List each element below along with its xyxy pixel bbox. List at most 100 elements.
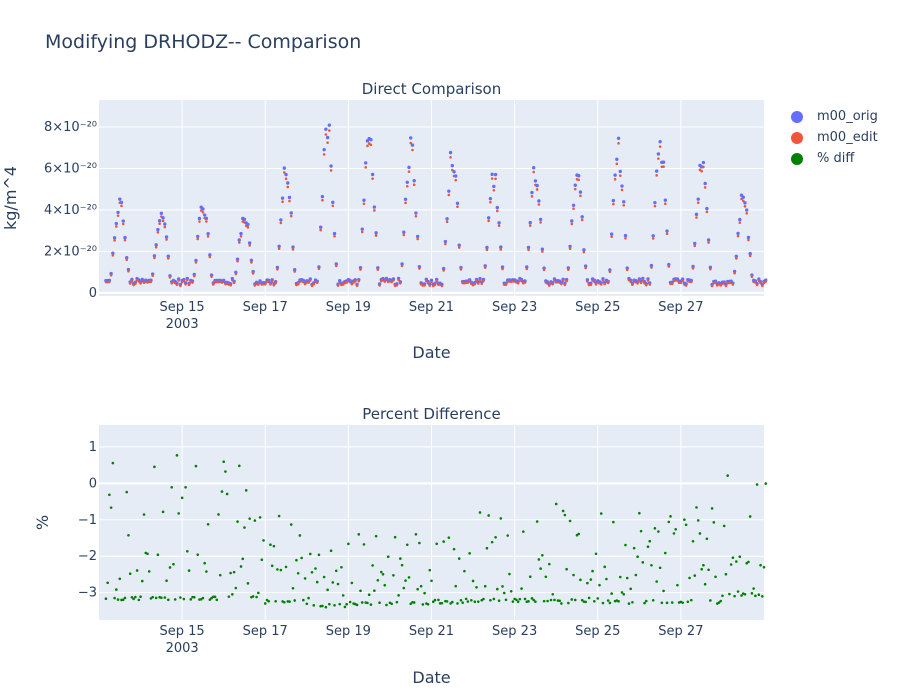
point-m00-edit	[705, 210, 709, 214]
point-pct-diff	[269, 543, 272, 547]
point-m00-edit	[651, 237, 655, 240]
point-pct-diff	[336, 582, 340, 586]
point-pct-diff	[153, 465, 156, 469]
point-m00-orig	[649, 263, 654, 268]
point-pct-diff	[186, 549, 189, 553]
point-pct-diff	[248, 517, 251, 520]
point-pct-diff	[407, 576, 411, 579]
point-pct-diff	[743, 592, 747, 596]
point-m00-orig	[691, 264, 695, 269]
point-m00-orig	[443, 239, 448, 244]
point-pct-diff	[714, 575, 717, 579]
point-pct-diff	[308, 552, 312, 556]
point-pct-diff	[400, 563, 404, 567]
point-m00-edit	[731, 283, 735, 286]
point-pct-diff	[338, 602, 342, 606]
point-pct-diff	[501, 585, 504, 588]
point-pct-diff	[295, 558, 298, 562]
point-m00-orig	[661, 160, 666, 164]
point-m00-orig	[164, 235, 169, 239]
y-tick-label: 8×10⁻²⁰	[44, 120, 97, 135]
point-m00-edit	[639, 281, 643, 285]
point-m00-edit	[428, 284, 432, 287]
point-m00-orig	[734, 254, 739, 258]
point-m00-edit	[445, 220, 449, 224]
point-pct-diff	[201, 596, 205, 600]
point-m00-orig	[500, 265, 505, 269]
point-m00-edit	[454, 178, 458, 182]
point-pct-diff	[579, 578, 582, 582]
point-m00-edit	[473, 282, 477, 286]
point-m00-edit	[689, 280, 693, 284]
point-m00-orig	[410, 143, 415, 147]
point-m00-edit	[700, 169, 703, 173]
x-tick-label: Sep 19	[326, 624, 371, 639]
point-m00-orig	[703, 181, 707, 186]
point-pct-diff	[357, 533, 361, 536]
point-pct-diff	[442, 540, 445, 543]
point-pct-diff	[466, 600, 470, 603]
point-m00-edit	[324, 133, 328, 136]
point-m00-edit	[198, 220, 201, 223]
point-pct-diff	[241, 557, 245, 561]
point-pct-diff	[326, 588, 329, 592]
point-m00-edit	[246, 226, 250, 229]
point-m00-orig	[197, 216, 202, 221]
point-pct-diff	[653, 527, 657, 530]
point-m00-orig	[616, 136, 621, 140]
point-m00-orig	[618, 169, 622, 174]
point-m00-edit	[535, 188, 539, 191]
point-m00-edit	[568, 247, 572, 251]
point-pct-diff	[270, 564, 274, 568]
point-m00-orig	[738, 217, 742, 222]
point-pct-diff	[260, 558, 264, 562]
point-m00-edit	[736, 234, 740, 238]
point-pct-diff	[359, 589, 362, 593]
point-m00-edit	[125, 258, 129, 262]
legend-marker-edit	[791, 131, 803, 144]
point-m00-edit	[743, 205, 747, 208]
point-m00-edit	[399, 282, 402, 285]
point-m00-edit	[329, 169, 333, 172]
point-pct-diff	[452, 547, 456, 551]
point-m00-edit	[487, 219, 490, 223]
point-pct-diff	[456, 602, 459, 605]
point-pct-diff	[373, 589, 376, 592]
point-m00-edit	[710, 284, 714, 288]
point-m00-edit	[187, 283, 191, 287]
point-m00-edit	[499, 248, 503, 251]
point-pct-diff	[421, 603, 425, 606]
point-m00-edit	[497, 224, 501, 228]
point-pct-diff	[674, 528, 678, 531]
point-m00-orig	[318, 225, 323, 229]
point-pct-diff	[379, 570, 383, 574]
point-m00-orig	[743, 201, 747, 205]
point-pct-diff	[594, 552, 598, 556]
legend-item-edit[interactable]: m00_edit	[780, 127, 878, 148]
point-pct-diff	[314, 567, 317, 570]
point-pct-diff	[360, 601, 364, 604]
point-m00-orig	[123, 235, 127, 240]
point-m00-edit	[409, 141, 413, 145]
point-m00-orig	[196, 234, 200, 239]
subplot-title-2: Percent Difference	[362, 405, 501, 423]
point-m00-edit	[435, 279, 439, 283]
point-pct-diff	[329, 549, 333, 552]
point-pct-diff	[733, 594, 736, 598]
point-pct-diff	[696, 519, 700, 522]
point-m00-edit	[161, 219, 165, 223]
point-pct-diff	[160, 596, 163, 600]
point-m00-edit	[319, 228, 322, 232]
point-pct-diff	[343, 605, 347, 609]
legend-item-orig[interactable]: m00_orig	[780, 106, 878, 127]
point-pct-diff	[140, 579, 144, 583]
point-pct-diff	[624, 543, 627, 547]
point-m00-edit	[201, 210, 205, 214]
point-m00-edit	[760, 284, 764, 288]
point-pct-diff	[409, 602, 413, 606]
point-m00-edit	[691, 267, 695, 270]
point-pct-diff	[206, 522, 210, 526]
point-pct-diff	[643, 601, 646, 605]
legend-item-diff[interactable]: % diff	[780, 148, 878, 169]
point-m00-orig	[364, 161, 368, 165]
